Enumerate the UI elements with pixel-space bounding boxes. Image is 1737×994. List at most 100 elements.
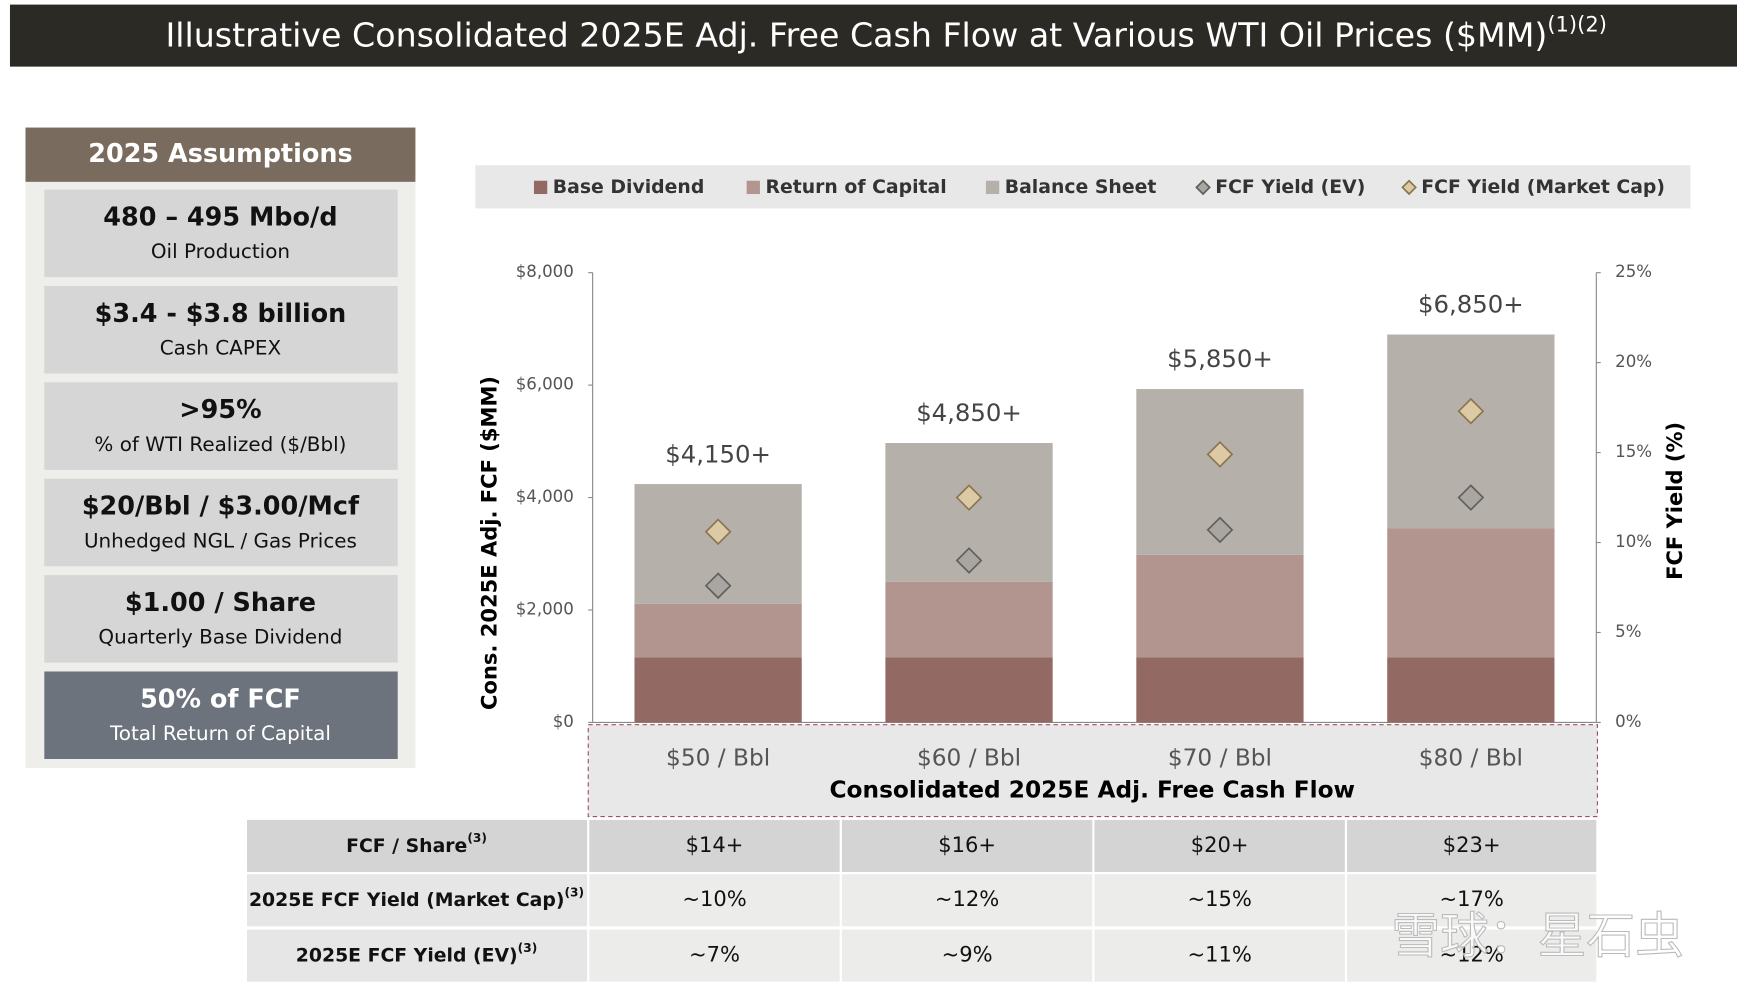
legend-marker <box>1195 179 1211 196</box>
bar-segment <box>1387 657 1555 723</box>
y2-tick-label: 25% <box>1615 262 1652 281</box>
y2-tick-label: 15% <box>1615 442 1652 461</box>
watermark: 雪球：星石虫 <box>1391 909 1683 965</box>
assumption-box <box>44 671 398 759</box>
y-tick-label: $8,000 <box>516 262 574 281</box>
y2-tick-label: 10% <box>1615 532 1652 551</box>
bar-segment <box>634 657 802 723</box>
table-cell-text: $16+ <box>938 832 996 857</box>
bar-segment <box>1136 554 1304 658</box>
assumption-box <box>44 478 398 567</box>
assumption-headline: >95% <box>179 395 261 425</box>
assumption-sub: % of WTI Realized ($/Bbl) <box>94 432 346 456</box>
assumption-sub: Unhedged NGL / Gas Prices <box>84 528 357 552</box>
x-tick-label: $80 / Bbl <box>1419 744 1523 771</box>
assumption-sub: Quarterly Base Dividend <box>98 625 342 649</box>
title-bar <box>9 4 1737 67</box>
assumption-headline: $1.00 / Share <box>125 588 316 618</box>
y-tick-label: $4,000 <box>516 487 574 506</box>
row-label-text: FCF / Share <box>346 835 467 856</box>
legend-label: Return of Capital <box>765 177 946 198</box>
table-cell <box>1094 819 1345 872</box>
slide-title: Illustrative Consolidated 2025E Adj. Fre… <box>165 12 1606 55</box>
title-note: (1)(2) <box>1547 12 1607 37</box>
table-cell-text: ~7% <box>689 942 740 967</box>
legend-marker <box>985 180 1000 195</box>
y2-tick-label: 20% <box>1615 352 1652 371</box>
x-tick-label: $70 / Bbl <box>1168 744 1272 771</box>
y2-tick-label: 5% <box>1615 622 1641 641</box>
bar-segment <box>634 603 802 658</box>
legend-marker <box>1401 179 1417 196</box>
yield-marker <box>1206 516 1234 544</box>
x-tick-label: $50 / Bbl <box>666 744 770 771</box>
yield-marker <box>704 572 732 600</box>
table-label-cell <box>247 929 588 982</box>
table-label-cell <box>247 819 588 872</box>
yield-marker <box>955 547 983 574</box>
row-label-note: (3) <box>564 885 584 899</box>
y-tick-label: $2,000 <box>516 599 574 618</box>
row-label-text: 2025E FCF Yield (EV) <box>296 945 518 966</box>
row-label-text: 2025E FCF Yield (Market Cap) <box>249 890 565 911</box>
assumptions-title: 2025 Assumptions <box>88 139 352 169</box>
table-cell <box>1094 929 1345 982</box>
y-tick-label: $0 <box>553 712 574 731</box>
bar-segment <box>1136 657 1304 723</box>
table-cell-text: $20+ <box>1191 832 1249 857</box>
assumption-sub: Oil Production <box>151 239 290 263</box>
assumption-box <box>44 382 398 470</box>
table-row-label: 2025E FCF Yield (EV)(3) <box>296 940 538 966</box>
legend-label: FCF Yield (Market Cap) <box>1421 177 1665 198</box>
table-cell <box>589 929 840 982</box>
table-cell <box>841 874 1093 927</box>
yield-marker <box>704 518 732 546</box>
yield-marker <box>955 484 983 511</box>
assumption-sub: Total Return of Capital <box>109 721 331 745</box>
assumption-headline: 50% of FCF <box>140 684 301 714</box>
legend-marker <box>746 180 760 195</box>
total-label: $4,150+ <box>665 439 771 468</box>
y-tick-label: $6,000 <box>516 375 574 394</box>
table-cell <box>589 874 840 927</box>
table-cell-text: ~11% <box>1187 942 1251 967</box>
y-axis-title: Cons. 2025E Adj. FCF ($MM) <box>477 376 502 710</box>
table-row-label: 2025E FCF Yield (Market Cap)(3) <box>249 885 584 911</box>
table-cell <box>841 819 1093 872</box>
yield-marker <box>1206 441 1234 468</box>
table-cell <box>841 929 1093 982</box>
legend-label: Balance Sheet <box>1005 177 1157 198</box>
table-cell-text: $14+ <box>686 832 744 857</box>
table-cell <box>589 819 840 872</box>
yield-marker <box>1457 397 1485 425</box>
table-label-cell <box>247 874 588 927</box>
title-text: Illustrative Consolidated 2025E Adj. Fre… <box>165 15 1547 54</box>
yield-marker <box>1457 484 1485 511</box>
table-cell <box>1347 929 1597 982</box>
assumption-box <box>44 285 398 374</box>
table-cell-text: ~12% <box>1439 942 1503 967</box>
assumptions-header <box>25 127 416 182</box>
bar-segment <box>885 581 1053 658</box>
y2-axis-title: FCF Yield (%) <box>1662 422 1687 580</box>
assumption-box <box>44 575 398 663</box>
table-cell-text: ~9% <box>942 942 993 967</box>
row-label-note: (3) <box>518 940 538 954</box>
table-row-label: FCF / Share(3) <box>346 831 487 857</box>
table-cell-text: ~15% <box>1187 886 1251 911</box>
total-label: $5,850+ <box>1167 344 1273 373</box>
assumption-headline: 480 – 495 Mbo/d <box>103 202 337 232</box>
x-tick-label: $60 / Bbl <box>917 744 1021 771</box>
category-strip <box>587 724 1598 818</box>
table-cell <box>1347 874 1597 927</box>
assumption-headline: $20/Bbl / $3.00/Mcf <box>82 492 360 522</box>
assumption-headline: $3.4 - $3.8 billion <box>95 299 347 329</box>
table-cell-text: ~17% <box>1439 886 1503 911</box>
assumption-box <box>44 189 398 278</box>
table-cell-text: ~12% <box>935 886 999 911</box>
table-cell-text: ~10% <box>682 886 746 911</box>
y2-tick-label: 0% <box>1615 712 1641 731</box>
legend-bar <box>475 165 1691 209</box>
total-label: $4,850+ <box>916 398 1022 427</box>
